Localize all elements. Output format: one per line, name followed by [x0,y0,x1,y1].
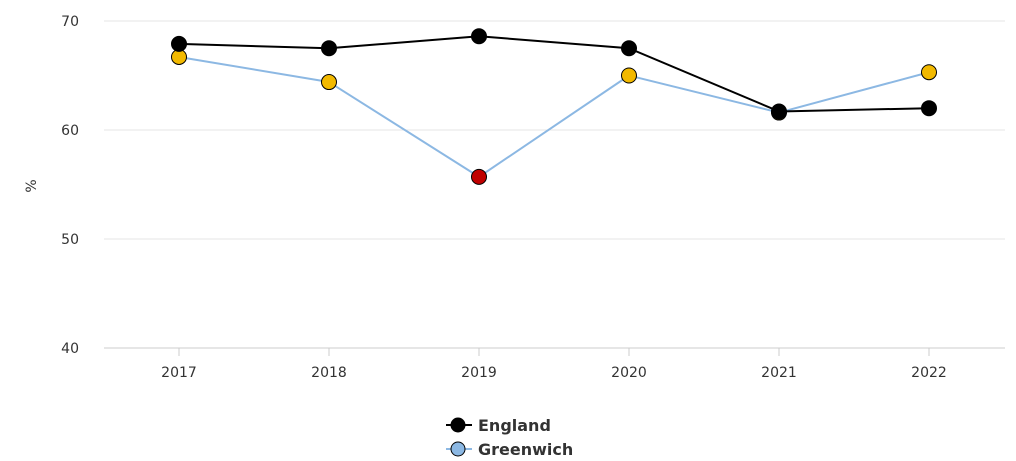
legend-marker-greenwich [450,441,466,457]
x-tick-label-2022: 2022 [911,365,947,381]
point-greenwich-2019[interactable] [471,168,487,185]
x-tick-label-2018: 2018 [311,365,347,381]
point-greenwich-2022[interactable] [921,64,937,81]
series-line-england [178,35,930,113]
series [171,28,937,185]
legend-label-greenwich: Greenwich [478,440,573,459]
y-tick-label-50: 50 [61,232,79,248]
x-tick-label-2017: 2017 [161,365,197,381]
y-axis-title: % [24,179,40,192]
x-tick-label-2019: 2019 [461,365,497,381]
point-england-2019[interactable] [471,28,487,45]
x-tick-label-2021: 2021 [761,365,797,381]
point-england-2022[interactable] [921,100,937,117]
series-england [171,28,937,120]
series-greenwich [171,48,937,185]
point-england-2017[interactable] [171,35,187,52]
legend-label-england: England [478,416,551,435]
axes: 40 50 60 70 2017 2018 2019 2020 2021 2022 [61,14,1005,381]
point-england-2020[interactable] [621,40,637,57]
y-tick-label-60: 60 [61,123,79,139]
legend-item-greenwich[interactable]: Greenwich [446,440,573,459]
point-england-2018[interactable] [321,40,337,57]
legend-item-england[interactable]: England [446,416,551,435]
point-greenwich-2018[interactable] [321,74,337,91]
y-tick-label-40: 40 [61,341,79,357]
point-england-2021[interactable] [771,103,787,120]
series-line-greenwich [178,55,930,178]
gridlines [104,20,1005,240]
point-greenwich-2020[interactable] [621,67,637,84]
x-tick-label-2020: 2020 [611,365,647,381]
legend[interactable]: England Greenwich [446,416,573,459]
legend-marker-england [450,417,466,433]
y-tick-label-70: 70 [61,14,79,30]
